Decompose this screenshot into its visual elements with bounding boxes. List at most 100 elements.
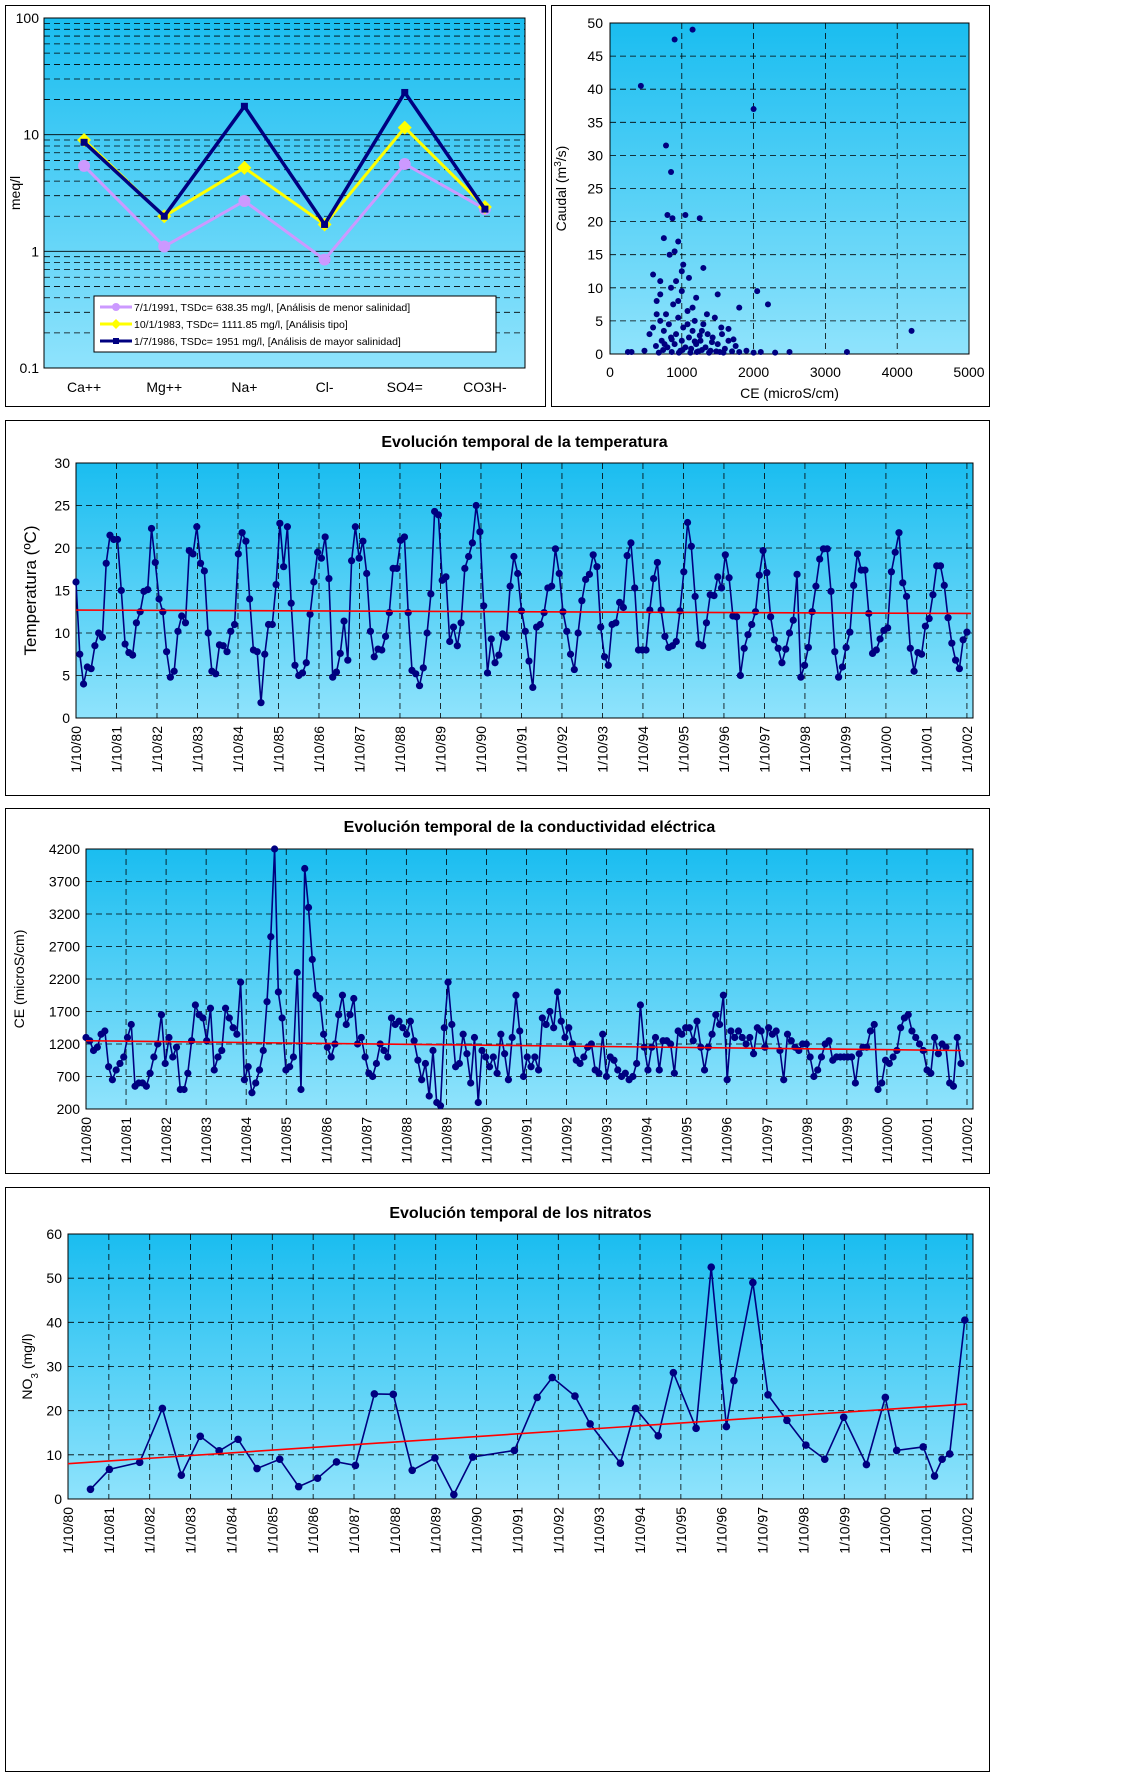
data-point [825,1037,832,1044]
data-point [693,295,699,301]
data-point [574,629,581,636]
data-point [710,592,717,599]
x-tick-label: 1/10/88 [398,1117,414,1164]
data-point [463,1050,470,1057]
data-point [481,206,488,213]
data-point [810,1073,817,1080]
data-point [733,343,739,349]
x-tick-label: 1/10/00 [879,1117,895,1164]
data-point [703,619,710,626]
x-tick-label: 1/10/94 [639,1117,655,1164]
y-axis-label: Caudal (m3/s) [553,146,570,232]
y-tick-label: 0 [54,1491,62,1507]
data-point [242,538,249,545]
data-point [269,621,276,628]
data-point [668,169,674,175]
data-point [886,1060,893,1067]
data-point [954,1034,961,1041]
data-point [550,1024,557,1031]
data-point [522,628,529,635]
data-point [514,570,521,577]
data-point [661,328,667,334]
data-point [685,321,691,327]
data-point [143,1083,150,1090]
data-point [593,563,600,570]
x-tick-label: 1/10/99 [839,1117,855,1164]
data-point [552,545,559,552]
data-point [644,1066,651,1073]
data-point [556,570,563,577]
data-point [718,584,725,591]
data-point [699,347,705,353]
data-point [680,262,686,268]
data-point [235,550,242,557]
data-point [580,1053,587,1060]
x-tick-label: 1/10/85 [278,1117,294,1164]
data-point [427,590,434,597]
data-point [685,308,691,314]
data-point [790,617,797,624]
data-point [720,992,727,999]
data-point [918,651,925,658]
data-point [205,629,212,636]
data-point [712,315,718,321]
x-tick-label: 1/10/01 [918,1507,934,1554]
data-point [192,1001,199,1008]
x-tick-label: 1/10/86 [318,1117,334,1164]
x-tick-label: 1/10/99 [837,726,853,773]
y-tick-label: 10 [587,280,603,296]
data-point [420,664,427,671]
data-point [320,1031,327,1038]
data-point [831,648,838,655]
data-point [444,979,451,986]
data-point [318,555,325,562]
data-point [722,551,729,558]
x-tick-label: 1/10/90 [478,1117,494,1164]
data-point [548,583,555,590]
x-tick-label: 1/10/99 [836,1507,852,1554]
data-point [80,680,87,687]
data-point [248,1089,255,1096]
x-tick-label: 2000 [738,364,769,380]
data-point [167,674,174,681]
data-point [661,235,667,241]
y-tick-label: 15 [54,583,70,599]
data-point [812,583,819,590]
x-tick-label: 1/10/93 [599,1117,615,1164]
data-point [475,1099,482,1106]
data-point [827,588,834,595]
y-tick-label: 3700 [49,874,80,890]
data-point [882,1394,890,1402]
data-point [614,1066,621,1073]
data-point [350,995,357,1002]
data-point [595,1070,602,1077]
data-point [771,636,778,643]
data-point [388,1014,395,1021]
data-point [749,1279,757,1287]
x-tick-label: 1/10/81 [118,1117,134,1164]
conductivity-chart-panel: Evolución temporal de la conductividad e… [5,808,990,1174]
x-tick-label: 1/10/91 [509,1507,525,1554]
data-point [716,1021,723,1028]
data-point [371,653,378,660]
data-point [229,1024,236,1031]
data-point [715,341,721,347]
x-tick-label: 1/10/89 [428,1507,444,1554]
x-tick-label: 1/10/93 [591,1507,607,1554]
data-point [399,158,411,170]
data-point [590,551,597,558]
data-point [91,642,98,649]
data-point [245,1063,252,1070]
data-point [708,1031,715,1038]
data-point [272,581,279,588]
legend-label: 7/1/1991, TSDc= 638.35 mg/l, [Análisis d… [134,302,410,314]
data-point [382,633,389,640]
x-tick-label: 1/10/02 [959,1507,975,1554]
data-point [764,1391,772,1399]
data-point [118,587,125,594]
data-point [493,1070,500,1077]
x-tick-label: 1/10/94 [632,1507,648,1554]
data-point [103,560,110,567]
data-point [786,629,793,636]
data-point [637,1001,644,1008]
